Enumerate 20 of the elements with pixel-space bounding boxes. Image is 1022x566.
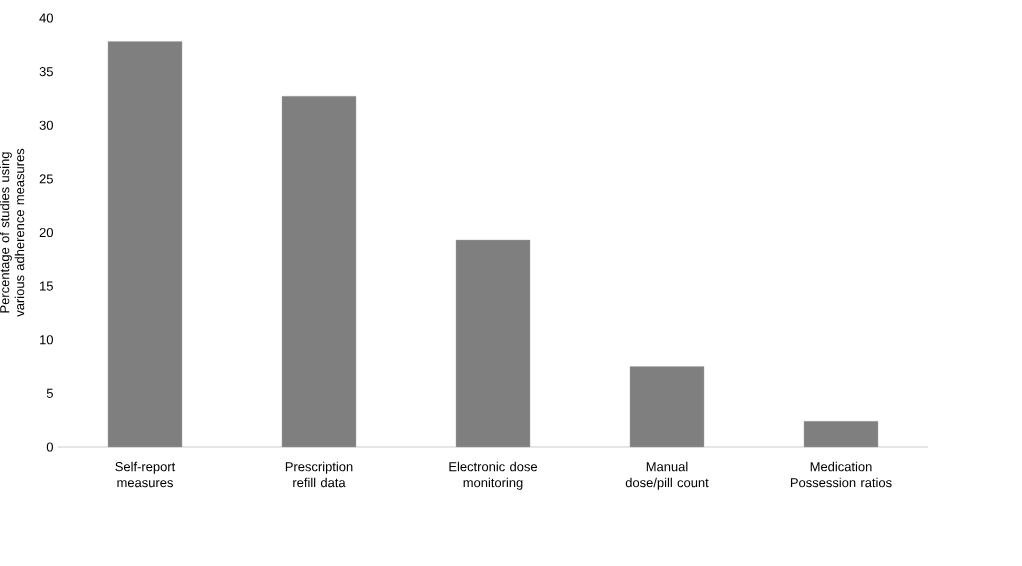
y-tick-label: 35 bbox=[39, 67, 53, 77]
y-tick-label: 30 bbox=[39, 120, 53, 130]
x-tick-label: Self-report measures bbox=[115, 461, 176, 488]
bar bbox=[107, 41, 183, 448]
y-tick-label: 0 bbox=[46, 442, 53, 452]
bar bbox=[455, 239, 531, 448]
y-tick-label: 5 bbox=[46, 388, 53, 398]
y-tick-label: 25 bbox=[39, 174, 53, 184]
x-tick-label: Medication Possession ratios bbox=[790, 461, 892, 488]
y-tick-label: 20 bbox=[39, 227, 53, 238]
y-tick-label: 40 bbox=[39, 13, 53, 23]
x-tick-label: Electronic dose monitoring bbox=[449, 461, 538, 490]
y-axis-title: Percentage of studies using various adherence measures bbox=[0, 148, 25, 317]
x-tick-label: Prescription refill data bbox=[285, 461, 353, 488]
y-tick-label: 15 bbox=[40, 281, 53, 291]
bar bbox=[629, 366, 705, 448]
x-tick-label: Manual dose/pill count bbox=[625, 461, 709, 490]
y-tick-label: 10 bbox=[40, 335, 53, 345]
bar bbox=[281, 96, 357, 448]
bar bbox=[803, 421, 879, 448]
